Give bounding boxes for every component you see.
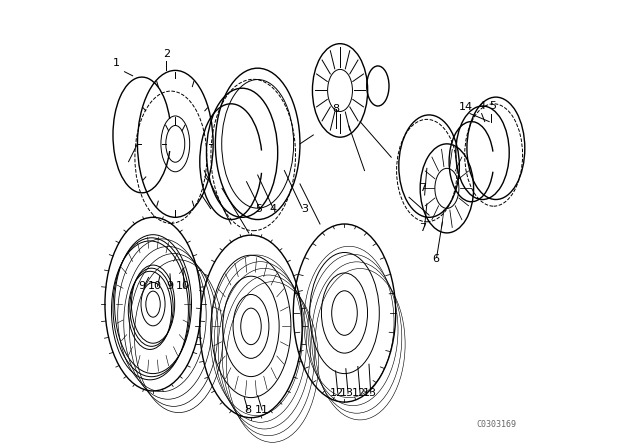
Text: 3: 3 [301,204,308,214]
Text: 8: 8 [332,104,340,114]
Text: 9: 9 [166,281,173,292]
Text: C0303169: C0303169 [476,420,516,429]
Text: 6: 6 [432,254,439,264]
Text: 2: 2 [163,49,170,59]
Text: 14: 14 [458,103,473,112]
Text: 12: 12 [352,388,366,398]
Text: 13: 13 [363,388,377,398]
Text: 7: 7 [419,223,426,233]
Text: 11: 11 [255,405,269,415]
Text: 5: 5 [489,101,496,111]
Text: 13: 13 [340,388,354,398]
Text: 7: 7 [419,183,426,193]
Text: 5: 5 [255,204,262,214]
Text: 12: 12 [330,388,344,398]
Text: 4: 4 [478,101,485,111]
Text: 9: 9 [138,281,145,292]
Text: 8: 8 [244,405,252,415]
Text: 10: 10 [148,281,163,292]
Text: 10: 10 [176,281,190,292]
Text: 1: 1 [113,58,120,68]
Text: 4: 4 [269,204,277,214]
